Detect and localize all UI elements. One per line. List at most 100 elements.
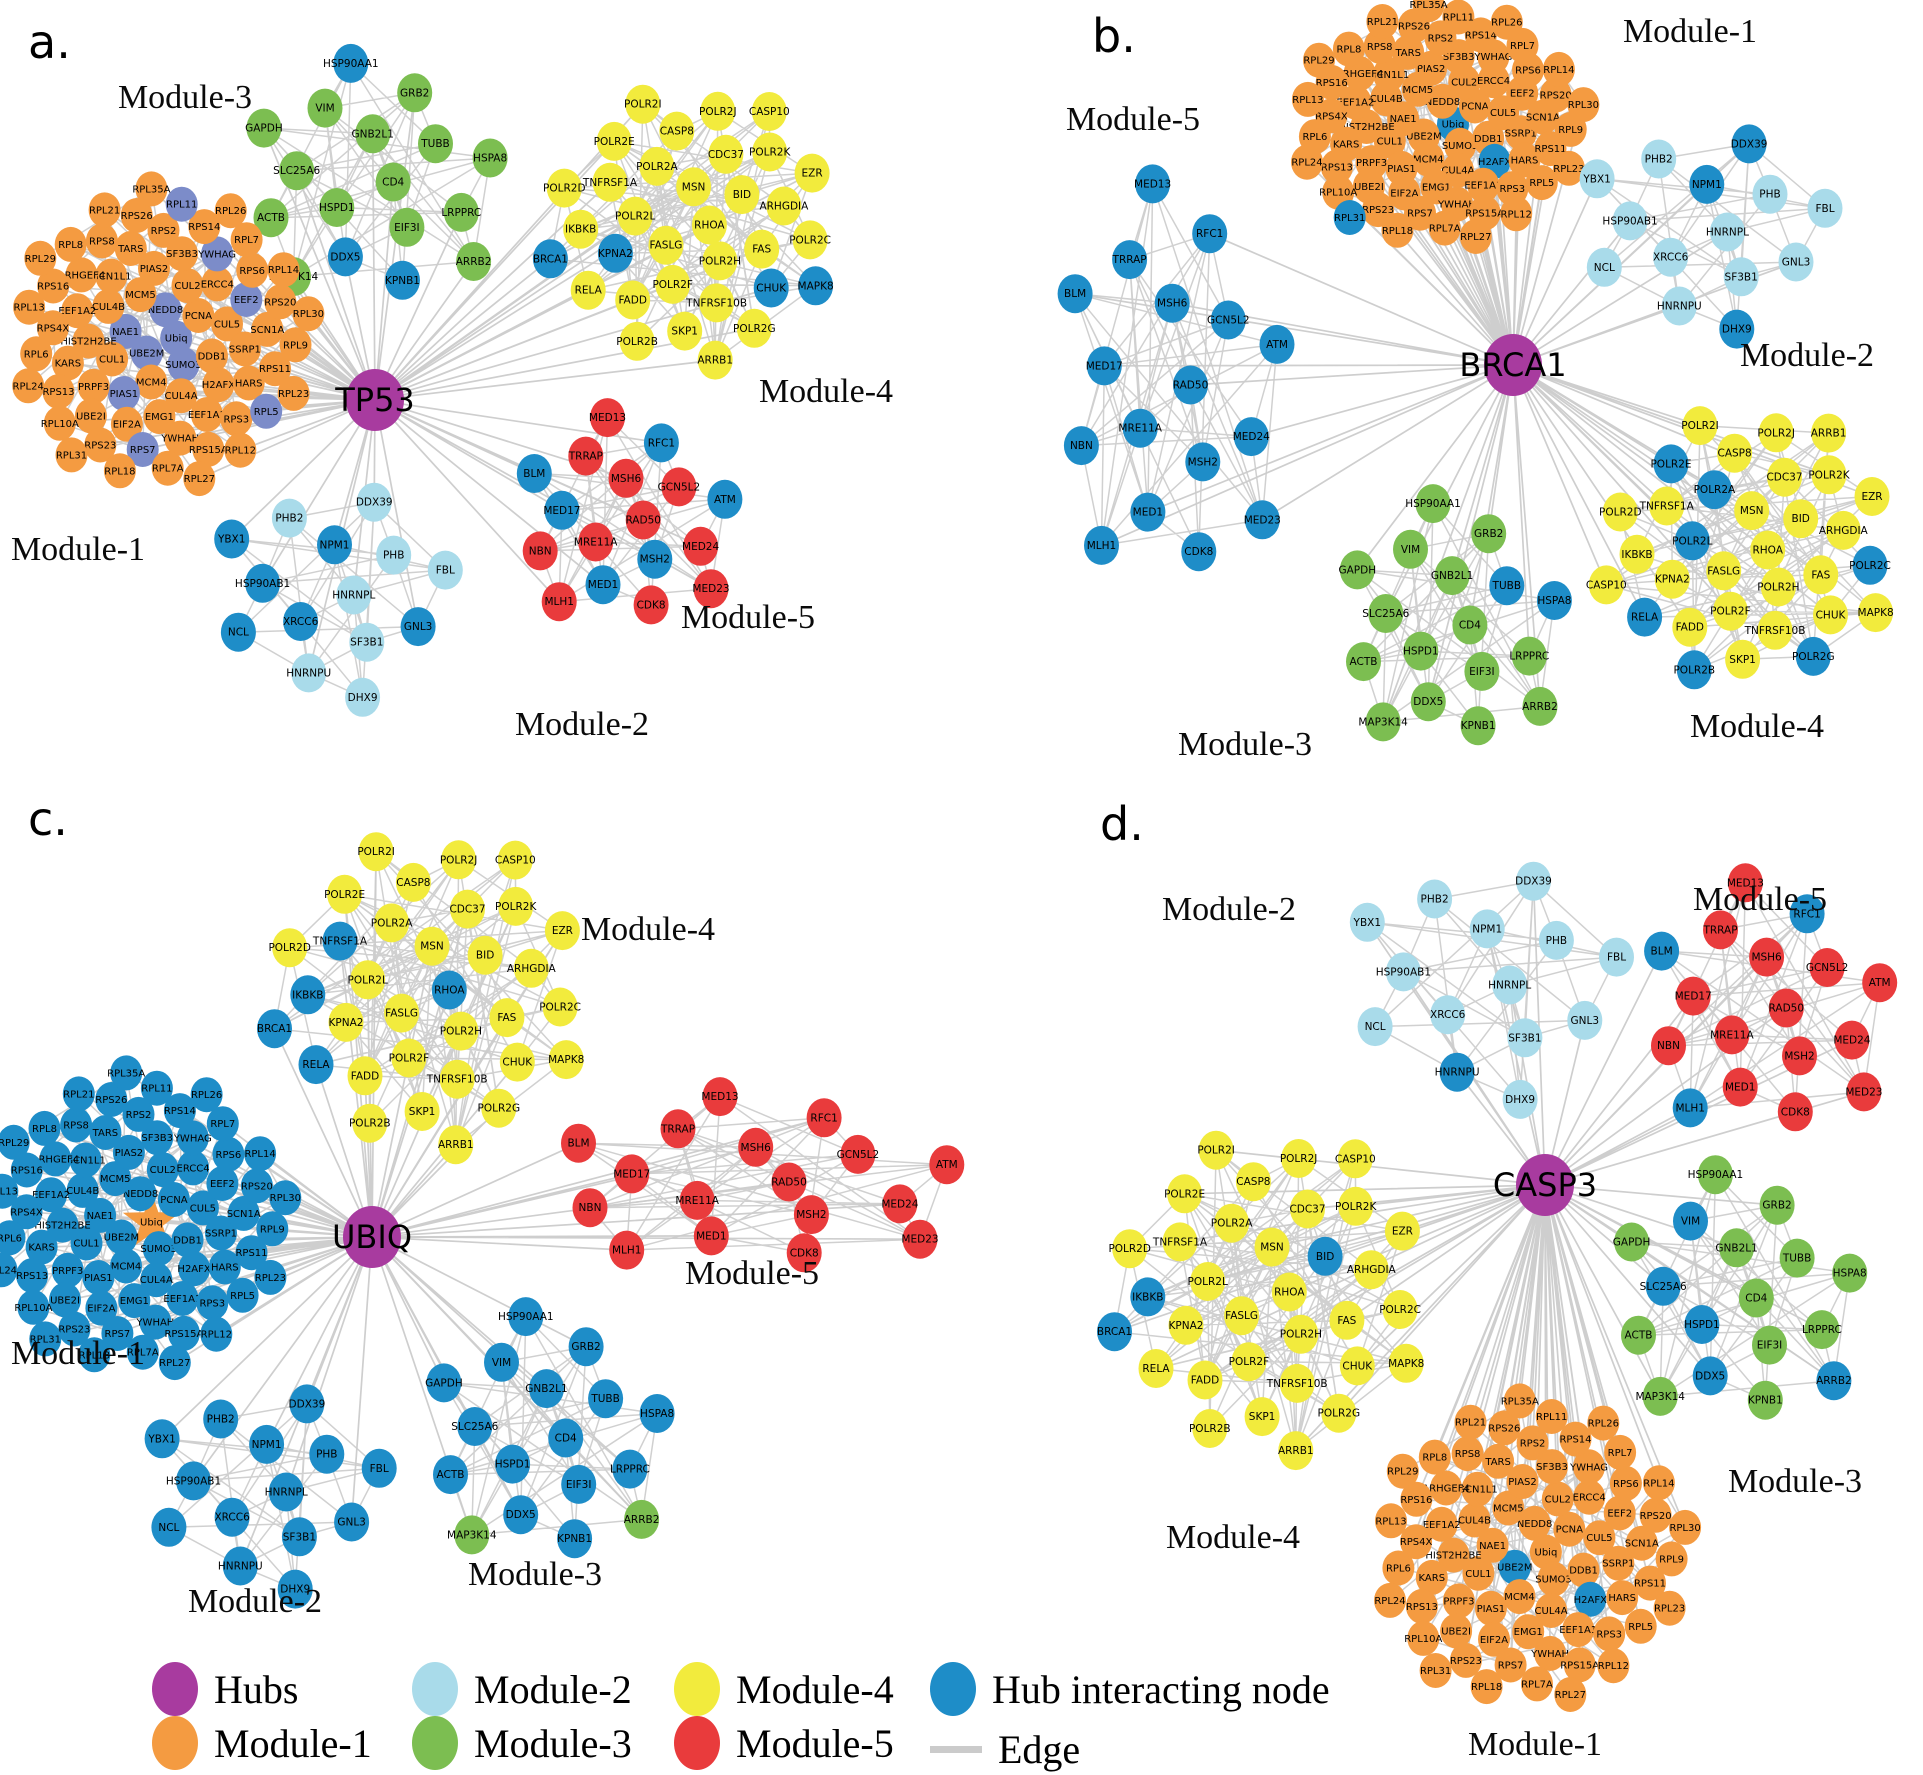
node-RPS13[interactable]: RPS13 [1321, 149, 1353, 185]
node-HSPD1[interactable]: HSPD1 [319, 188, 355, 227]
node-DDX5[interactable]: DDX5 [327, 237, 363, 277]
node-CUL4B[interactable]: CUL4B [92, 288, 125, 324]
node-BID[interactable]: BID [467, 935, 503, 975]
node-BID[interactable]: BID [1783, 499, 1819, 539]
node-POLR2L[interactable]: POLR2L [615, 196, 655, 236]
node-POLR2A[interactable]: POLR2A [636, 146, 679, 186]
node-GNB2L1[interactable]: GNB2L1 [1715, 1228, 1758, 1268]
node-RPL14[interactable]: RPL14 [1642, 1465, 1675, 1501]
node-EEF1A1[interactable]: EEF1A1 [1464, 167, 1502, 203]
node-CUL1[interactable]: CUL1 [1462, 1555, 1495, 1591]
node-NPM1[interactable]: NPM1 [1469, 909, 1505, 949]
node-POLR2D[interactable]: POLR2D [1108, 1229, 1151, 1269]
node-RPS13[interactable]: RPS13 [16, 1258, 48, 1294]
hub-UBIQ[interactable]: UBIQ [332, 1206, 412, 1268]
node-BLM[interactable]: BLM [561, 1123, 596, 1163]
node-RPL8[interactable]: RPL8 [1332, 31, 1365, 67]
node-DDX39[interactable]: DDX39 [1731, 124, 1768, 164]
node-POLR2C[interactable]: POLR2C [789, 220, 831, 260]
node-NPM1[interactable]: NPM1 [1689, 164, 1725, 204]
node-MED1[interactable]: MED1 [693, 1216, 729, 1256]
node-CDK8[interactable]: CDK8 [786, 1233, 822, 1273]
node-POLR2D[interactable]: POLR2D [1599, 492, 1642, 532]
node-GAPDH[interactable]: GAPDH [425, 1363, 463, 1403]
node-TARS[interactable]: TARS [1482, 1443, 1515, 1479]
node-RPL6[interactable]: RPL6 [0, 1220, 26, 1256]
node-RPL29[interactable]: RPL29 [24, 240, 57, 276]
node-CUL4B[interactable]: CUL4B [1458, 1502, 1491, 1538]
node-KPNA2[interactable]: KPNA2 [1654, 559, 1690, 599]
node-MAP3K14[interactable]: MAP3K14 [1635, 1376, 1685, 1416]
node-RPL21[interactable]: RPL21 [1366, 4, 1399, 39]
node-NEDD8[interactable]: NEDD8 [1425, 83, 1461, 119]
node-CDK8[interactable]: CDK8 [1181, 532, 1217, 572]
node-POLR2A[interactable]: POLR2A [1694, 470, 1736, 510]
node-TNFRSF10B[interactable]: TNFRSF10B [1744, 610, 1806, 650]
node-ARHGDIA[interactable]: ARHGDIA [759, 186, 809, 226]
node-BRCA1[interactable]: BRCA1 [257, 1009, 292, 1049]
node-KPNB1[interactable]: KPNB1 [1460, 706, 1496, 746]
node-MLH1[interactable]: MLH1 [1672, 1088, 1708, 1128]
node-SLC25A6[interactable]: SLC25A6 [451, 1407, 499, 1446]
node-POLR2H[interactable]: POLR2H [699, 241, 741, 281]
node-ATM[interactable]: ATM [1259, 324, 1295, 364]
node-POLR2G[interactable]: POLR2G [1318, 1393, 1361, 1433]
node-RPL35A[interactable]: RPL35A [1501, 1383, 1539, 1419]
node-MED17[interactable]: MED17 [543, 490, 580, 530]
node-RPL13[interactable]: RPL13 [1291, 81, 1324, 117]
node-MRE11A[interactable]: MRE11A [1118, 408, 1163, 448]
node-HSP90AA1[interactable]: HSP90AA1 [498, 1297, 554, 1337]
node-RPL12[interactable]: RPL12 [1500, 196, 1533, 232]
node-EIF2A[interactable]: EIF2A [1478, 1621, 1510, 1657]
node-RPS26[interactable]: RPS26 [1488, 1410, 1520, 1446]
node-MED1[interactable]: MED1 [1130, 492, 1166, 532]
node-LRPPRC[interactable]: LRPPRC [610, 1449, 650, 1489]
node-HSP90AB1[interactable]: HSP90AB1 [1602, 201, 1658, 241]
node-MLH1[interactable]: MLH1 [609, 1230, 645, 1270]
node-ACTB[interactable]: ACTB [433, 1455, 468, 1495]
node-MRE11A[interactable]: MRE11A [675, 1180, 720, 1220]
node-RPS3[interactable]: RPS3 [220, 401, 253, 437]
node-CUL5[interactable]: CUL5 [211, 306, 243, 342]
node-BID[interactable]: BID [724, 175, 760, 215]
node-SKP1[interactable]: SKP1 [1244, 1397, 1280, 1437]
node-FAS[interactable]: FAS [744, 229, 780, 269]
node-RPS8[interactable]: RPS8 [85, 223, 118, 259]
node-EZR[interactable]: EZR [794, 153, 830, 193]
node-POLR2D[interactable]: POLR2D [268, 928, 311, 968]
node-RPL31[interactable]: RPL31 [29, 1321, 62, 1357]
node-VIM[interactable]: VIM [1393, 529, 1428, 569]
node-RPL21[interactable]: RPL21 [88, 192, 121, 228]
node-RPS16[interactable]: RPS16 [11, 1152, 43, 1188]
node-NEDD8[interactable]: NEDD8 [148, 292, 184, 328]
node-RPS14[interactable]: RPS14 [1559, 1421, 1592, 1457]
node-RPL24[interactable]: RPL24 [0, 1252, 18, 1288]
node-NCL[interactable]: NCL [1586, 247, 1622, 287]
node-RPS20[interactable]: RPS20 [241, 1168, 273, 1204]
node-DDB1[interactable]: DDB1 [195, 338, 228, 374]
node-RPL30[interactable]: RPL30 [1669, 1509, 1702, 1545]
node-EEF1A1[interactable]: EEF1A1 [163, 1281, 201, 1316]
node-RPL35A[interactable]: RPL35A [132, 171, 171, 207]
node-MAPK8[interactable]: MAPK8 [1858, 593, 1894, 633]
node-ERCC4[interactable]: ERCC4 [177, 1150, 210, 1186]
node-RPL24[interactable]: RPL24 [1291, 144, 1323, 180]
node-POLR2B[interactable]: POLR2B [616, 321, 658, 361]
node-HNRNPU[interactable]: HNRNPU [1435, 1052, 1480, 1092]
node-GCN5L2[interactable]: GCN5L2 [1207, 300, 1250, 340]
node-MSN[interactable]: MSN [414, 926, 450, 966]
node-HARS[interactable]: HARS [208, 1249, 241, 1285]
node-HNRNPU[interactable]: HNRNPU [1657, 286, 1702, 326]
node-PIAS2[interactable]: PIAS2 [1506, 1464, 1539, 1499]
node-EMG1[interactable]: EMG1 [118, 1283, 151, 1319]
node-RPL7A[interactable]: RPL7A [151, 450, 184, 486]
node-PHB[interactable]: PHB [1538, 920, 1574, 960]
node-RHOA[interactable]: RHOA [431, 970, 467, 1010]
node-XRCC6[interactable]: XRCC6 [214, 1497, 250, 1537]
node-DDB1[interactable]: DDB1 [171, 1222, 204, 1258]
node-RPL31[interactable]: RPL31 [1333, 200, 1366, 235]
node-POLR2I[interactable]: POLR2I [624, 84, 662, 124]
node-ARRB2[interactable]: ARRB2 [1816, 1361, 1852, 1401]
node-GCN1L1[interactable]: GCN1L1 [1457, 1471, 1498, 1507]
node-POLR2G[interactable]: POLR2G [478, 1088, 521, 1128]
